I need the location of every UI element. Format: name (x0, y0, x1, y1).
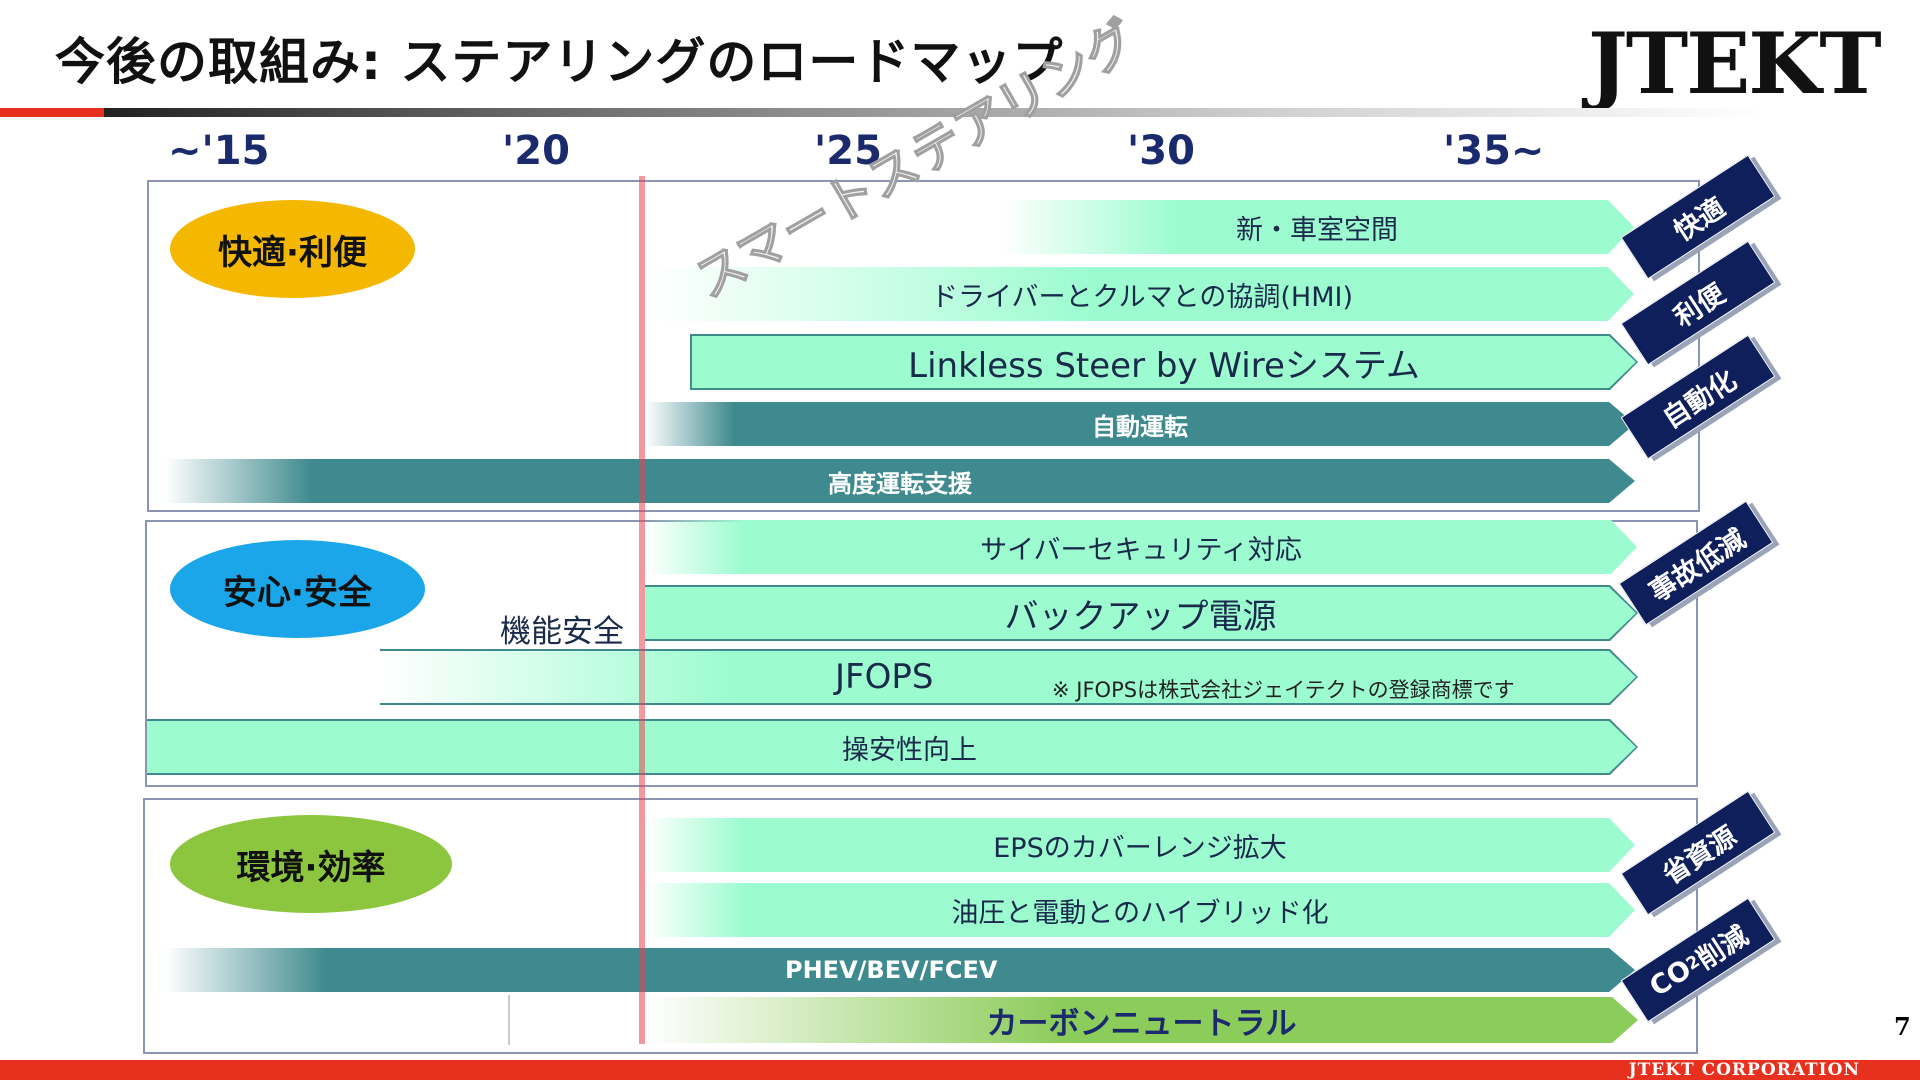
roadmap-bar-carbon-neutral: カーボンニュートラル (645, 997, 1638, 1043)
title-underline-accent (0, 108, 104, 117)
page-title: 今後の取組み: ステアリングのロードマップ (55, 33, 1064, 91)
page-number: 7 (1894, 1012, 1911, 1041)
current-year-marker-line (639, 176, 645, 1044)
category-pill-environment: 環境·効率 (170, 815, 452, 913)
year-label-2015: ~'15 (168, 128, 270, 174)
bar-label: 自動運転 (1092, 412, 1188, 441)
roadmap-bar-steer-by-wire: Linkless Steer by Wireシステム (692, 336, 1636, 388)
category-pill-comfort: 快適·利便 (170, 200, 415, 298)
bar-label: カーボンニュートラル (986, 1005, 1297, 1042)
footer-bar (0, 1060, 1920, 1080)
bar-label: EPSのカバーレンジ拡大 (993, 832, 1287, 864)
roadmap-bar-phev-bev-fcev: PHEV/BEV/FCEV (165, 948, 1635, 992)
bar-label: バックアップ電源 (1004, 596, 1277, 637)
roadmap-bar-cyber-security: サイバーセキュリティ対応 (645, 520, 1637, 574)
bar-label: サイバーセキュリティ対応 (980, 534, 1302, 566)
year-label-2025: '25 (814, 128, 882, 174)
bar-label: 操安性向上 (842, 734, 977, 766)
bar-label: Linkless Steer by Wireシステム (908, 345, 1420, 386)
bar-label: ドライバーとクルマとの協調(HMI) (930, 281, 1353, 313)
bar-label: PHEV/BEV/FCEV (785, 956, 998, 984)
roadmap-bar-automated-driving: 自動運転 (645, 402, 1635, 446)
roadmap-bar-handling-stability: 操安性向上 (147, 721, 1636, 773)
company-logo: JTEKT (1588, 14, 1882, 113)
footer-company: JTEKT CORPORATION (1628, 1060, 1860, 1080)
bar-label: 高度運転支援 (828, 469, 972, 498)
trademark-note: ※ JFOPSは株式会社ジェイテクトの登録商標です (1052, 678, 1515, 702)
year-label-2035: '35~ (1443, 128, 1545, 174)
roadmap-bar-jfops: JFOPS (380, 651, 1636, 703)
category-pill-safety: 安心·安全 (170, 540, 425, 638)
functional-safety-annotation: 機能安全 (500, 614, 624, 650)
year-label-2020: '20 (502, 128, 570, 174)
bar-label: JFOPS (835, 657, 934, 697)
roadmap-bar-advanced-driver-assist: 高度運転支援 (165, 459, 1635, 503)
carbon-neutral-start-line (508, 995, 510, 1045)
roadmap-bar-eps-coverage: EPSのカバーレンジ拡大 (645, 818, 1635, 872)
roadmap-bar-hmi: ドライバーとクルマとの協調(HMI) (650, 267, 1634, 321)
bar-label: 油圧と電動とのハイブリッド化 (951, 897, 1329, 929)
roadmap-bar-backup-power: バックアップ電源 (645, 587, 1636, 639)
bar-label: 新・車室空間 (1236, 214, 1398, 246)
roadmap-bar-new-cabin-space: 新・車室空間 (1000, 200, 1634, 254)
year-label-2030: '30 (1127, 128, 1195, 174)
roadmap-bar-hybrid-hydraulic: 油圧と電動とのハイブリッド化 (645, 883, 1635, 937)
title-underline (104, 108, 1764, 117)
